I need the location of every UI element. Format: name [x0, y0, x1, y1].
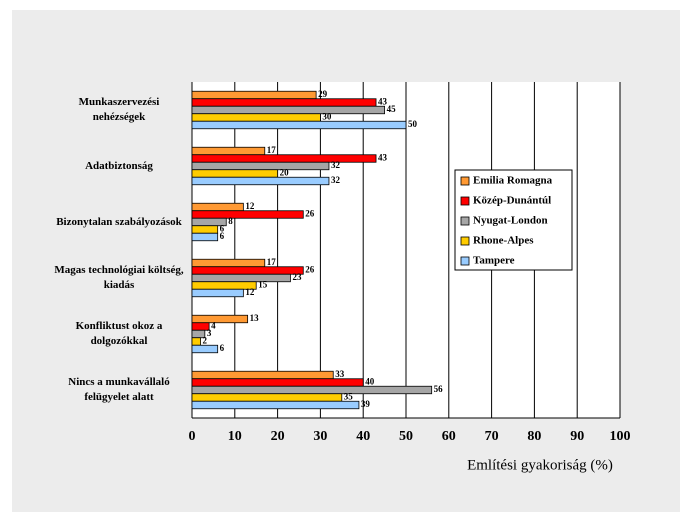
bar: [191, 344, 219, 354]
data-label: 50: [408, 119, 418, 129]
bar: [191, 120, 407, 130]
data-label: 56: [434, 384, 444, 394]
data-label: 26: [305, 265, 315, 275]
data-label: 13: [250, 313, 260, 323]
bar: [191, 232, 219, 242]
bar: [191, 161, 330, 171]
x-tick-label: 90: [570, 429, 584, 444]
bar: [191, 337, 201, 346]
bar: [191, 113, 321, 122]
x-axis-label: Említési gyakoriság (%): [467, 457, 613, 473]
bar: [191, 314, 249, 324]
bar: [191, 378, 364, 387]
bar: [191, 169, 278, 178]
bar: [191, 105, 386, 115]
data-label: 39: [361, 399, 371, 409]
category-label: Bizonytalan szabályozások: [56, 215, 182, 228]
category-label: Nincs a munkavállaló felügyelet alatt: [68, 376, 170, 403]
data-label: 4: [211, 321, 216, 331]
x-tick-label: 80: [527, 429, 541, 444]
x-tick-label: 60: [442, 429, 456, 444]
bar: [191, 202, 244, 212]
data-label: 32: [331, 160, 341, 170]
data-label: 32: [331, 175, 341, 185]
data-label: 3: [207, 328, 212, 338]
bar: [191, 288, 244, 298]
data-label: 26: [305, 209, 315, 219]
x-tick-label: 50: [399, 429, 413, 444]
x-tick-label: 40: [356, 429, 370, 444]
legend-swatch: [460, 196, 470, 206]
data-label: 43: [378, 153, 388, 163]
bar: [191, 385, 433, 395]
data-label: 40: [365, 377, 375, 387]
category-label: Konfliktust okoz a dolgozókkal: [75, 320, 163, 347]
legend-label: Rhone-Alpes: [473, 235, 534, 247]
category-label: Munkaszervezési nehézségek: [78, 96, 160, 123]
x-tick-label: 100: [610, 429, 631, 444]
bar: [191, 273, 291, 283]
bar: [191, 146, 266, 156]
legend-label: Emilia Romagna: [473, 175, 553, 187]
bar: [191, 258, 266, 268]
bar: [191, 393, 343, 402]
data-label: 6: [220, 224, 225, 234]
data-label: 8: [228, 216, 233, 226]
legend-label: Nyugat-London: [473, 215, 548, 227]
legend-swatch: [460, 236, 470, 246]
data-label: 12: [245, 287, 255, 297]
category-label: Adatbiztonság: [85, 159, 153, 172]
data-label: 43: [378, 97, 388, 107]
bar: [191, 210, 304, 219]
data-label: 2: [203, 336, 208, 346]
data-label: 35: [344, 392, 354, 402]
legend-label: Közép-Dunántúl: [473, 195, 551, 207]
data-label: 20: [280, 168, 290, 178]
data-label: 33: [335, 369, 345, 379]
data-label: 17: [267, 257, 277, 267]
data-label: 15: [258, 280, 268, 290]
bar: [191, 400, 360, 410]
bar: [191, 154, 377, 163]
bar: [191, 266, 304, 275]
data-label: 29: [318, 89, 328, 99]
data-label: 17: [267, 145, 277, 155]
x-tick-label: 0: [189, 429, 196, 444]
data-label: 30: [322, 112, 332, 122]
x-tick-label: 70: [485, 429, 499, 444]
x-tick-label: 30: [313, 429, 327, 444]
x-tick-label: 20: [271, 429, 285, 444]
bar: [191, 90, 317, 100]
legend-swatch: [460, 176, 470, 186]
legend-label: Tampere: [473, 255, 515, 267]
data-label: 23: [292, 272, 302, 282]
x-tick-label: 10: [228, 429, 242, 444]
legend-swatch: [460, 256, 470, 266]
data-label: 6: [220, 231, 225, 241]
category-label: Magas technológiai költség, kiadás: [54, 264, 184, 291]
data-label: 6: [220, 343, 225, 353]
bar: [191, 176, 330, 186]
data-label: 45: [387, 104, 397, 114]
bar: [191, 225, 219, 234]
legend-swatch: [460, 216, 470, 226]
data-label: 12: [245, 201, 255, 211]
bar: [191, 98, 377, 107]
legend-box: [454, 169, 573, 271]
bar: [191, 370, 334, 380]
